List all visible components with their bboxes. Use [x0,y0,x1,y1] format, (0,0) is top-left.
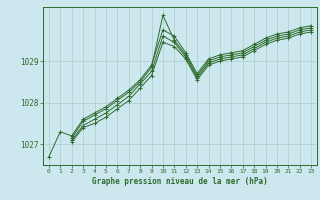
X-axis label: Graphe pression niveau de la mer (hPa): Graphe pression niveau de la mer (hPa) [92,177,268,186]
